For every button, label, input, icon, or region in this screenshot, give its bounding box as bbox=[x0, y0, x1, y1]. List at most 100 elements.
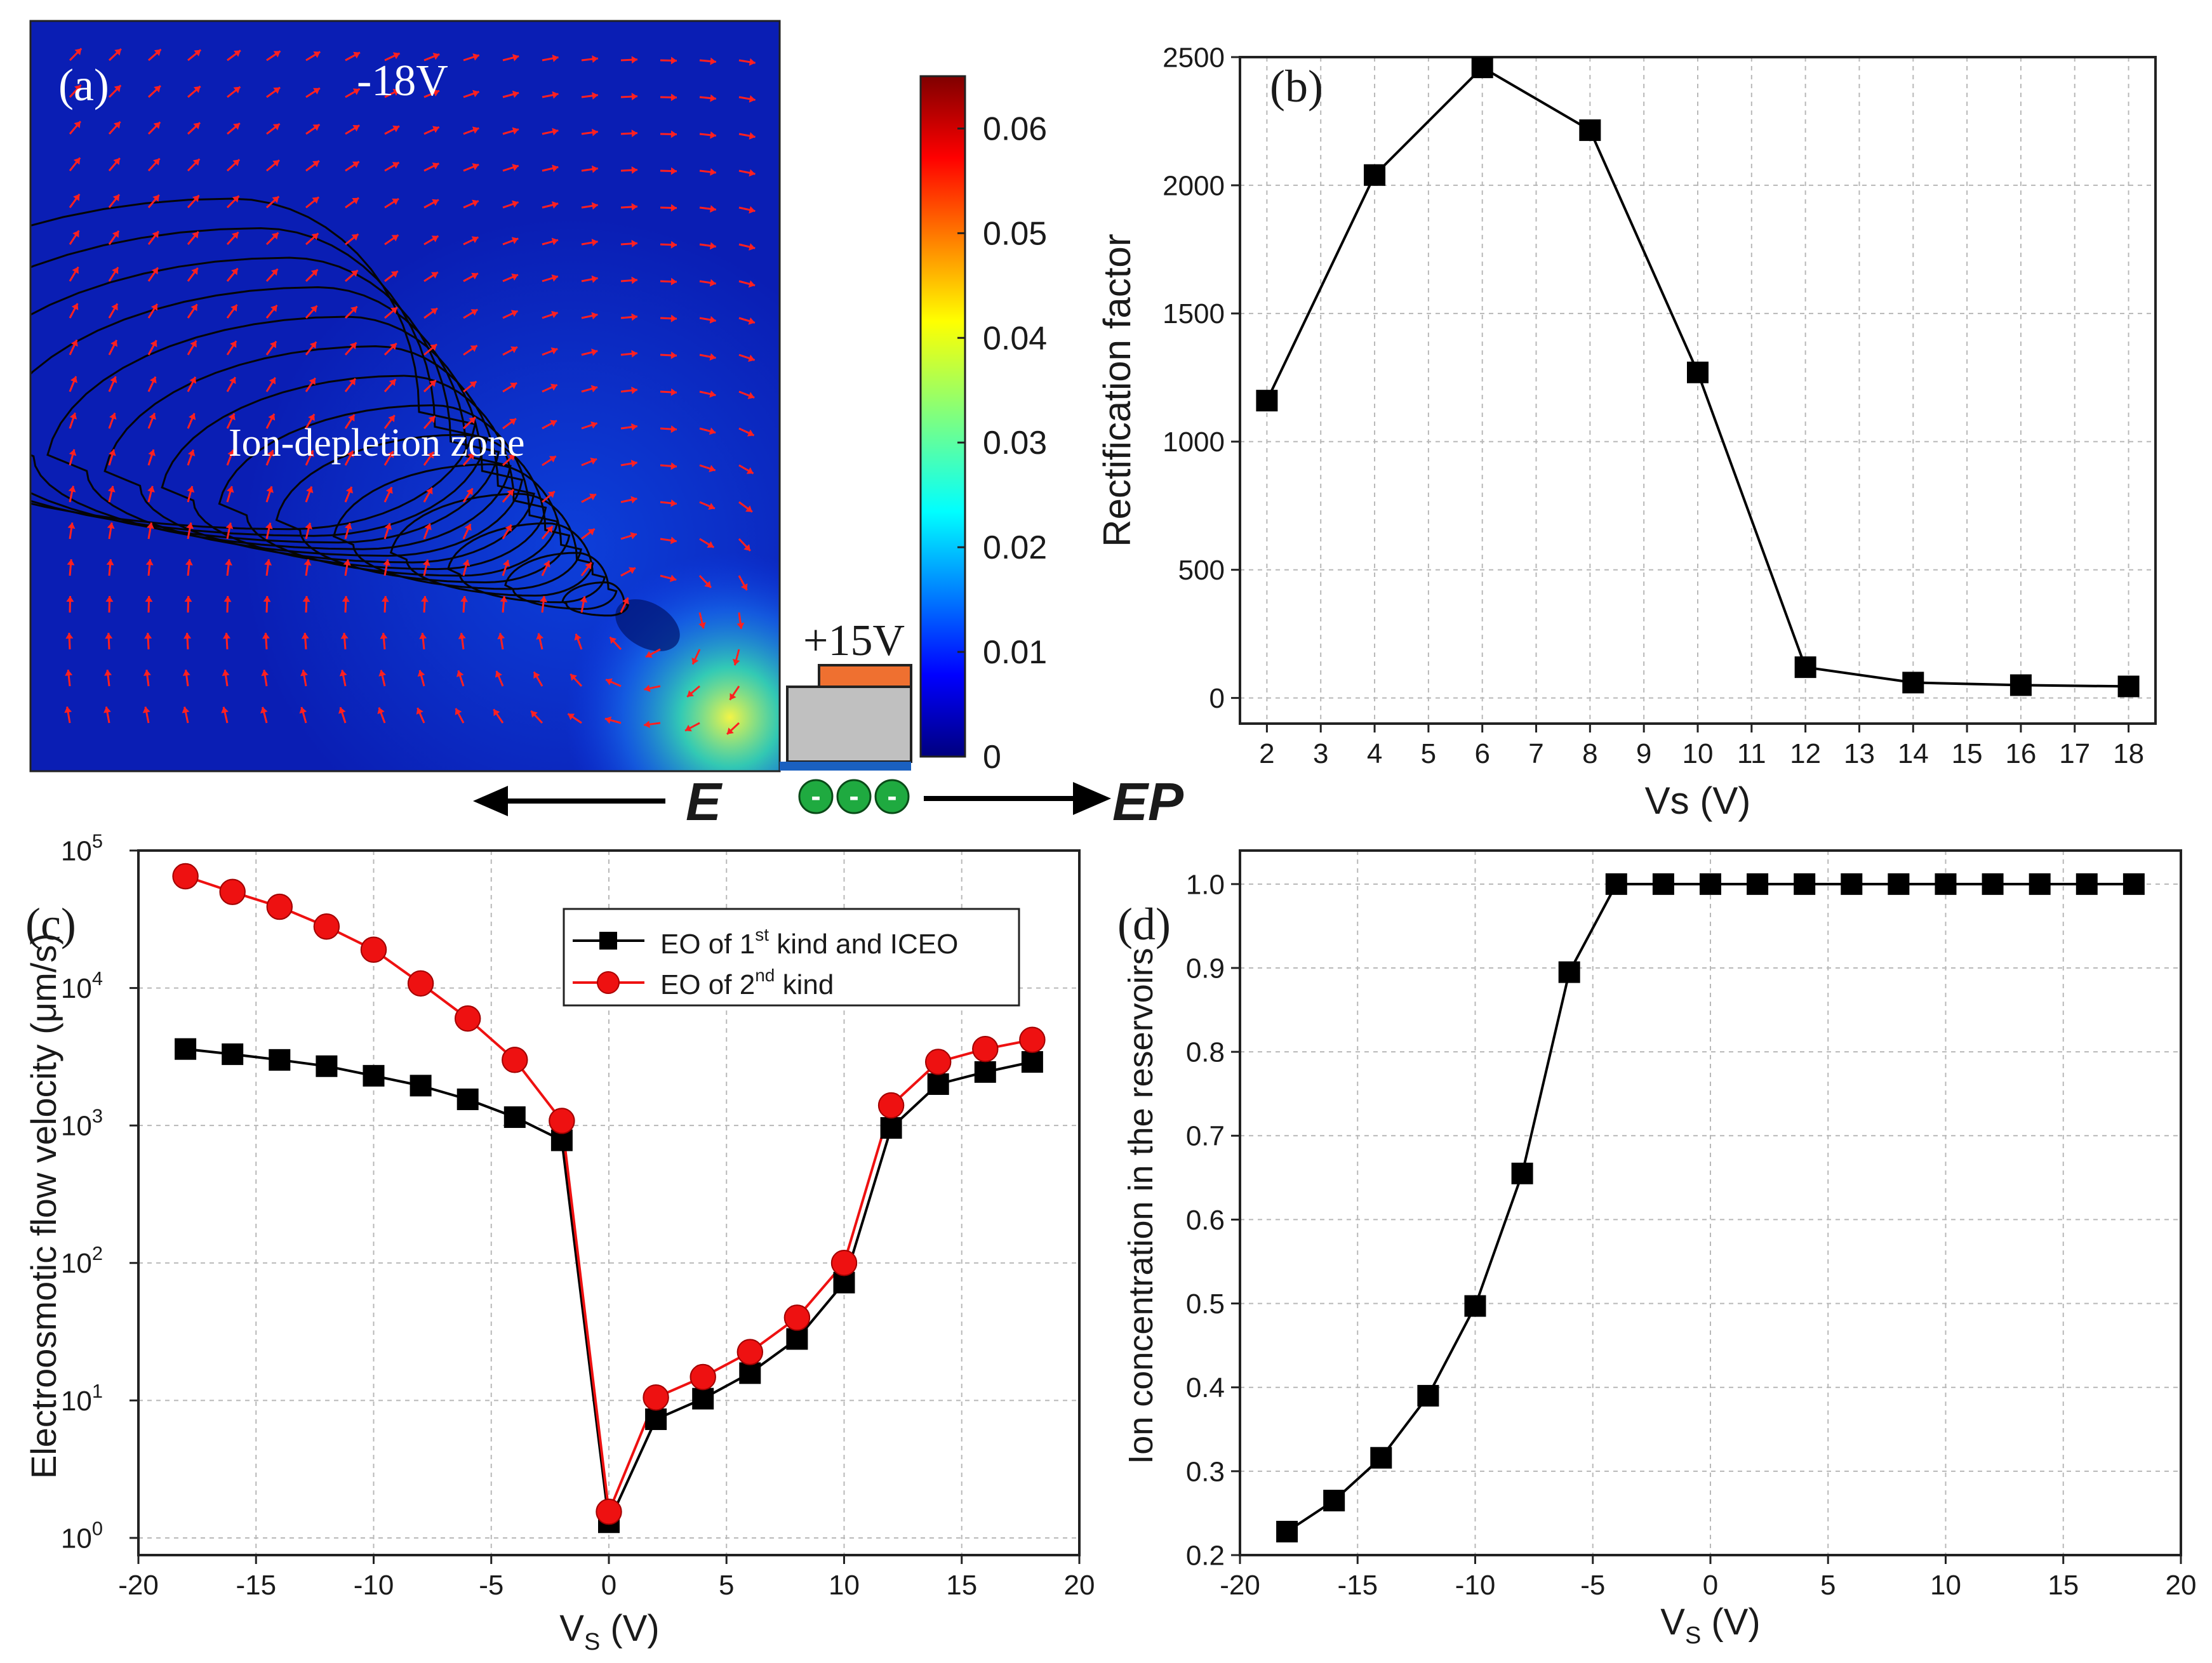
b-point-s0-2 bbox=[1471, 57, 1493, 79]
velocity-arrow-head bbox=[190, 340, 197, 348]
velocity-arrow-head bbox=[185, 559, 193, 566]
electrode-voltage-label: +15V bbox=[803, 616, 905, 665]
c-point-s1-10 bbox=[643, 1384, 669, 1411]
negative-charge bbox=[836, 779, 872, 814]
c-y-tick-label: 103 bbox=[61, 1105, 103, 1142]
electrode-base bbox=[786, 686, 912, 763]
velocity-arrow-head bbox=[104, 670, 112, 676]
velocity-arrow-head bbox=[460, 596, 469, 602]
d-point-s0-4 bbox=[1464, 1295, 1486, 1317]
d-y-tick-label: 0.9 bbox=[1186, 953, 1225, 984]
c-point-s0-10 bbox=[645, 1408, 667, 1430]
velocity-arrow-head bbox=[151, 267, 158, 275]
c-x-tick-label: -15 bbox=[236, 1570, 276, 1601]
d-point-s0-16 bbox=[2029, 873, 2051, 895]
velocity-arrow-head bbox=[313, 51, 321, 58]
velocity-arrow-head bbox=[349, 342, 357, 350]
velocity-arrow-head bbox=[708, 503, 715, 510]
velocity-arrow-head bbox=[590, 385, 598, 393]
velocity-arrow-head bbox=[344, 523, 352, 530]
velocity-arrow-head bbox=[462, 559, 470, 567]
velocity-arrow-head bbox=[392, 162, 399, 169]
velocity-arrow-head bbox=[591, 165, 598, 173]
velocity-arrow-head bbox=[153, 122, 161, 129]
velocity-arrow-head bbox=[458, 633, 466, 639]
velocity-arrow-head bbox=[748, 280, 756, 288]
velocity-arrow-head bbox=[71, 303, 79, 310]
ep-arrow-head bbox=[1073, 782, 1111, 815]
velocity-arrow-head bbox=[105, 596, 114, 602]
velocity-arrow-head bbox=[589, 493, 596, 501]
b-x-tick-label: 10 bbox=[1682, 738, 1714, 769]
velocity-arrow-head bbox=[231, 268, 238, 275]
velocity-arrow-head bbox=[152, 231, 159, 239]
b-x-tick-label: 4 bbox=[1367, 738, 1382, 769]
velocity-arrow-head bbox=[148, 449, 156, 456]
velocity-arrow-head bbox=[631, 202, 637, 211]
streamline bbox=[46, 315, 524, 557]
velocity-arrow-head bbox=[308, 414, 315, 421]
velocity-arrow-head bbox=[467, 453, 475, 460]
velocity-arrow-head bbox=[622, 597, 629, 605]
velocity-arrow-head bbox=[109, 413, 117, 420]
velocity-arrow-head bbox=[687, 690, 694, 697]
velocity-arrow-head bbox=[272, 124, 280, 131]
velocity-arrow-head bbox=[72, 267, 79, 274]
b-point-s0-4 bbox=[1687, 361, 1709, 383]
velocity-arrow-head bbox=[416, 708, 423, 715]
velocity-arrow-head bbox=[670, 388, 677, 396]
d-point-s0-17 bbox=[2075, 873, 2098, 895]
velocity-arrow-head bbox=[149, 376, 157, 384]
b-point-s0-6 bbox=[1902, 672, 1924, 694]
velocity-arrow-head bbox=[68, 486, 76, 493]
velocity-arrow-head bbox=[391, 235, 399, 242]
velocity-arrow-head bbox=[385, 487, 393, 494]
d-point-s0-7 bbox=[1605, 873, 1627, 895]
velocity-arrow-head bbox=[187, 449, 196, 456]
velocity-arrow-head bbox=[604, 716, 612, 724]
d-x-tick-label: 0 bbox=[1703, 1570, 1718, 1601]
c-point-s1-0 bbox=[172, 863, 199, 890]
velocity-arrow-head bbox=[352, 161, 359, 168]
panel-d: -20 -15 -10 -5 0 5 10 15 20 0.2 0.3 0.4 0.5 0.6 0.7 0.8… bbox=[1117, 849, 2196, 1649]
velocity-arrow-head bbox=[709, 279, 716, 287]
velocity-arrow-head bbox=[736, 623, 745, 629]
velocity-arrow-head bbox=[591, 312, 598, 320]
velocity-arrow-head bbox=[685, 724, 692, 732]
electrode-top bbox=[818, 664, 912, 688]
d-point-s0-0 bbox=[1276, 1521, 1298, 1542]
colorbar-tick-label: 0.03 bbox=[983, 425, 1047, 461]
velocity-arrow-head bbox=[349, 378, 356, 386]
velocity-arrow-head bbox=[472, 89, 479, 98]
velocity-arrow-head bbox=[420, 596, 429, 602]
velocity-arrow-head bbox=[417, 670, 425, 677]
velocity-arrow-head bbox=[190, 304, 197, 312]
c-point-s0-11 bbox=[692, 1388, 714, 1410]
velocity-arrow-head bbox=[749, 95, 756, 103]
velocity-arrow-head bbox=[392, 198, 399, 206]
velocity-arrow-head bbox=[432, 126, 439, 133]
velocity-arrow-head bbox=[552, 164, 559, 173]
velocity-arrow-head bbox=[512, 53, 519, 62]
d-point-s0-5 bbox=[1511, 1162, 1533, 1184]
velocity-arrow-head bbox=[531, 710, 538, 718]
velocity-arrow-head bbox=[387, 451, 394, 458]
velocity-arrow-head bbox=[631, 56, 637, 64]
velocity-arrow-head bbox=[74, 121, 81, 128]
velocity-arrow-head bbox=[631, 166, 637, 174]
streamline bbox=[332, 463, 583, 590]
velocity-arrow-head bbox=[193, 86, 201, 93]
c-point-s0-5 bbox=[410, 1075, 432, 1097]
c-x-tick-label: 10 bbox=[829, 1570, 860, 1601]
velocity-arrow-head bbox=[710, 168, 716, 176]
b-x-tick-label: 17 bbox=[2059, 738, 2090, 769]
velocity-arrow-head bbox=[587, 529, 595, 536]
velocity-arrow-head bbox=[340, 633, 349, 639]
velocity-arrow-head bbox=[225, 522, 234, 529]
velocity-arrow-head bbox=[550, 383, 557, 391]
velocity-arrow-head bbox=[390, 343, 397, 350]
d-point-s0-12 bbox=[1841, 873, 1863, 895]
velocity-arrow-head bbox=[351, 234, 359, 241]
charge-symbol: - bbox=[811, 779, 820, 812]
velocity-arrow-head bbox=[309, 378, 316, 385]
